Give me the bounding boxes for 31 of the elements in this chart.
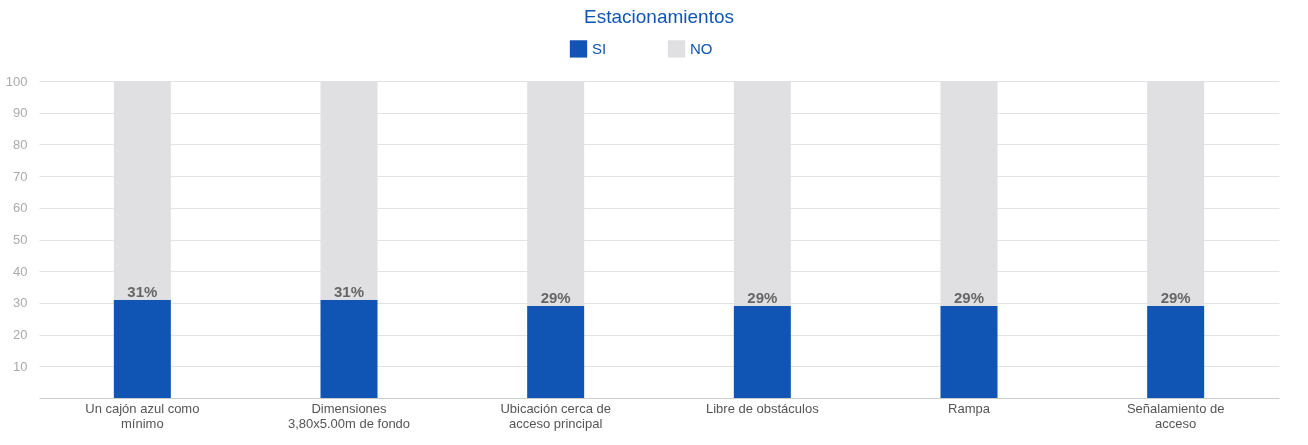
data-label: 29% xyxy=(747,289,778,307)
x-tick-label: Rampa xyxy=(948,400,991,416)
x-tick-label: Dimensiones 3,80x5.00m de fondo xyxy=(287,400,411,431)
y-tick-label: 80 xyxy=(13,136,28,152)
x-tick-label: Señalamiento de acceso xyxy=(1126,400,1225,431)
y-tick-label: 70 xyxy=(13,168,28,184)
bar xyxy=(320,299,378,398)
chart-title: Estacionamientos xyxy=(584,6,734,27)
y-tick-label: 90 xyxy=(13,105,28,121)
x-tick-label: Ubicación cerca de acceso principal xyxy=(500,400,611,431)
data-label: 29% xyxy=(953,289,985,307)
bar xyxy=(527,306,585,398)
bar xyxy=(113,299,171,398)
data-label: 29% xyxy=(540,289,571,307)
bar xyxy=(1147,306,1205,398)
legend-label: NO xyxy=(690,39,713,57)
bar xyxy=(940,306,998,398)
y-tick-label: 100 xyxy=(5,73,28,89)
x-tick-label: Libre de obstáculos xyxy=(705,400,820,416)
y-tick-label: 50 xyxy=(13,232,28,247)
y-tick-label: 10 xyxy=(13,358,28,374)
bar xyxy=(733,306,791,398)
y-tick-label: 40 xyxy=(13,263,28,279)
y-tick-label: 30 xyxy=(13,295,28,311)
x-tick-label: Un cajón azul como mínimo xyxy=(85,400,200,431)
legend-label: SI xyxy=(592,39,607,57)
data-label: 29% xyxy=(1160,289,1191,307)
data-label: 31% xyxy=(127,282,158,300)
data-label: 31% xyxy=(333,282,365,300)
y-tick-label: 60 xyxy=(13,200,28,216)
y-tick-label: 20 xyxy=(13,327,28,343)
